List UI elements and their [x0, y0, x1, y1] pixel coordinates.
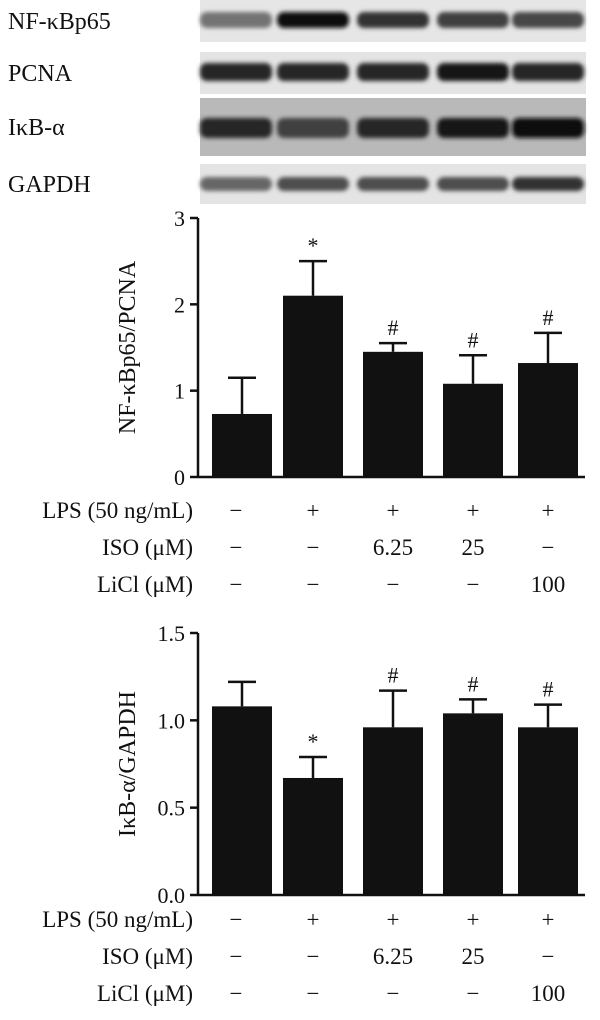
condition-value: −: [230, 572, 243, 597]
blot-band: [277, 63, 349, 81]
significance-mark: #: [388, 315, 399, 340]
blot-band: [512, 118, 584, 138]
condition-value: 100: [531, 981, 566, 1006]
blot-band: [277, 12, 349, 28]
blot-band: [512, 12, 584, 28]
y-tick-label: 1.0: [158, 708, 186, 733]
chart-nfkb-pcna: 0 1 2 3 NF-κBp65/PCNA * # # # LPS (50 ng/mL) − + + + +…: [42, 206, 585, 597]
y-tick-label: 3: [174, 206, 185, 231]
blot-band: [277, 118, 349, 138]
significance-mark: #: [543, 305, 554, 330]
condition-value: −: [230, 498, 243, 523]
bar: [443, 713, 503, 895]
condition-value: −: [230, 907, 243, 932]
condition-value: −: [307, 944, 320, 969]
condition-value: −: [387, 981, 400, 1006]
significance-mark: *: [308, 729, 319, 754]
condition-label: LiCl (μM): [97, 572, 193, 597]
bar: [518, 727, 578, 895]
blot-row: IκB-α: [8, 98, 586, 156]
blot-label: IκB-α: [8, 115, 65, 141]
significance-mark: #: [543, 677, 554, 702]
significance-mark: *: [308, 233, 319, 258]
blot-band: [357, 118, 429, 138]
y-tick-label: 0.0: [158, 883, 186, 908]
condition-value: +: [387, 907, 400, 932]
condition-value: +: [387, 498, 400, 523]
condition-label: ISO (μM): [102, 535, 193, 560]
blot-band: [277, 177, 349, 191]
condition-label: LPS (50 ng/mL): [42, 498, 193, 523]
blot-band: [357, 177, 429, 191]
y-tick-label: 0.5: [158, 796, 186, 821]
bar: [283, 777, 343, 895]
blot-row: NF-κBp65: [8, 0, 586, 42]
bar: [212, 413, 272, 477]
condition-label: LiCl (μM): [97, 981, 193, 1006]
condition-value: +: [307, 498, 320, 523]
blot-band: [200, 63, 272, 81]
y-axis-title: NF-κBp65/PCNA: [115, 260, 141, 434]
blot-band: [200, 12, 272, 28]
condition-value: −: [467, 572, 480, 597]
condition-value: −: [307, 572, 320, 597]
condition-value: +: [542, 907, 555, 932]
condition-label: ISO (μM): [102, 944, 193, 969]
y-axis-title: IκB-α/GAPDH: [115, 691, 141, 837]
blot-band: [200, 177, 272, 191]
condition-value: 6.25: [373, 535, 413, 560]
condition-value: −: [230, 981, 243, 1006]
bar: [363, 351, 423, 477]
bar: [283, 295, 343, 477]
bar: [212, 706, 272, 895]
y-tick-label: 1.5: [158, 621, 186, 646]
blot-row: PCNA: [8, 52, 586, 94]
blot-label: NF-κBp65: [8, 9, 111, 35]
condition-value: −: [542, 535, 555, 560]
chart-ikb-gapdh: 0.0 0.5 1.0 1.5 IκB-α/GAPDH * # # # LPS (50 ng/mL…: [42, 621, 585, 1006]
condition-value: −: [307, 535, 320, 560]
blot-band: [200, 118, 272, 138]
y-tick-label: 2: [174, 292, 185, 317]
bar: [443, 383, 503, 477]
blot-label: GAPDH: [8, 172, 91, 198]
western-blot-panel: NF-κBp65 PCNA IκB-α GAPDH: [8, 0, 586, 204]
condition-value: +: [542, 498, 555, 523]
condition-value: 100: [531, 572, 566, 597]
blot-band: [357, 63, 429, 81]
significance-mark: #: [468, 671, 479, 696]
blot-band: [437, 118, 509, 138]
condition-value: −: [542, 944, 555, 969]
condition-value: −: [230, 535, 243, 560]
condition-value: 6.25: [373, 944, 413, 969]
y-tick-label: 1: [174, 379, 185, 404]
condition-value: −: [307, 981, 320, 1006]
condition-value: 25: [462, 944, 485, 969]
condition-value: −: [467, 981, 480, 1006]
significance-mark: #: [468, 327, 479, 352]
bar: [363, 727, 423, 895]
condition-value: +: [467, 498, 480, 523]
condition-label: LPS (50 ng/mL): [42, 907, 193, 932]
blot-band: [437, 12, 509, 28]
blot-row: GAPDH: [8, 164, 586, 204]
blot-band: [512, 63, 584, 81]
y-tick-label: 0: [174, 465, 185, 490]
condition-value: +: [467, 907, 480, 932]
bar: [518, 363, 578, 477]
condition-value: +: [307, 907, 320, 932]
blot-band: [512, 177, 584, 191]
blot-band: [437, 177, 509, 191]
significance-mark: #: [388, 663, 399, 688]
blot-band: [357, 12, 429, 28]
blot-band: [437, 63, 509, 81]
blot-label: PCNA: [8, 61, 73, 87]
condition-value: 25: [462, 535, 485, 560]
condition-value: −: [230, 944, 243, 969]
condition-value: −: [387, 572, 400, 597]
